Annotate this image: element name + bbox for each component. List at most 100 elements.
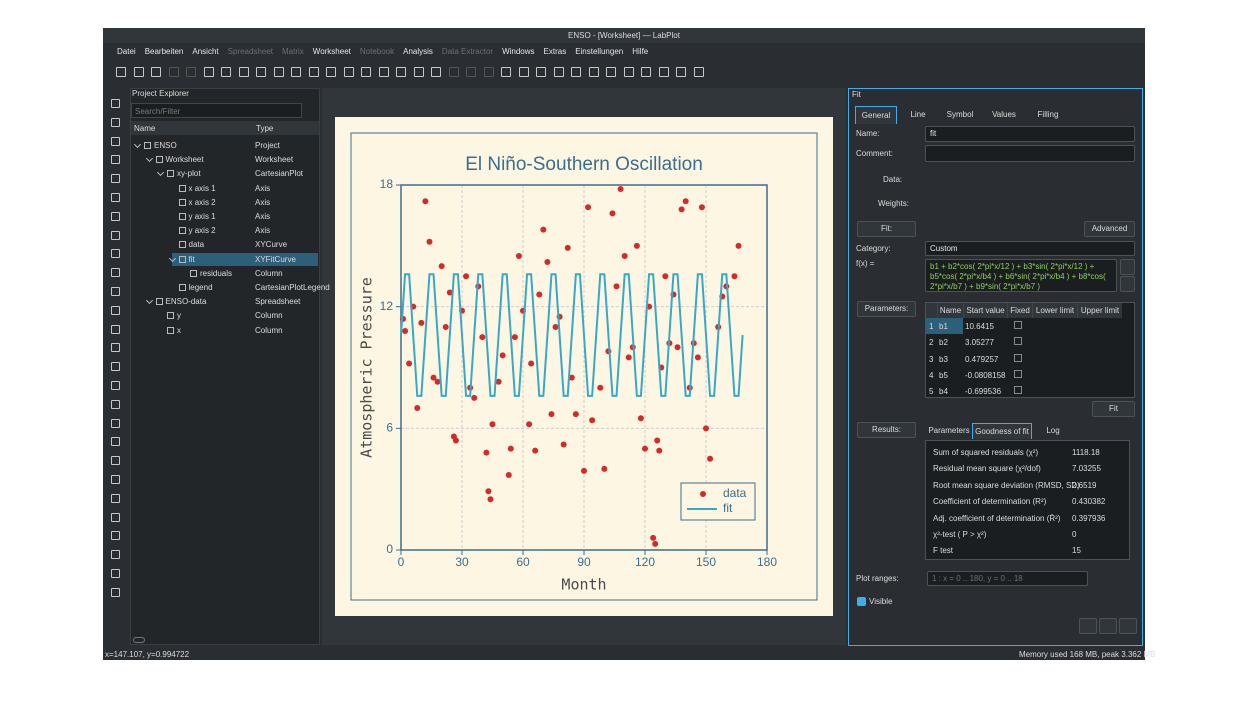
tool-icon[interactable] — [111, 268, 120, 277]
toolbar-icon[interactable] — [204, 67, 214, 77]
toolbar-icon[interactable] — [344, 67, 354, 77]
toolbar-icon[interactable] — [186, 67, 196, 77]
toolbar-icon[interactable] — [221, 67, 231, 77]
param-start[interactable]: -0.699536 — [965, 387, 1001, 396]
tool-icon[interactable] — [111, 174, 120, 183]
toolbar-icon[interactable] — [309, 67, 319, 77]
tree-item-type[interactable]: Column — [255, 269, 283, 278]
toolbar-icon[interactable] — [554, 67, 564, 77]
button[interactable]: Fit — [1092, 401, 1135, 417]
toolbar-icon[interactable] — [169, 67, 179, 77]
param-start[interactable]: 0.479257 — [965, 355, 998, 364]
tool-icon[interactable] — [111, 419, 120, 428]
tool-icon[interactable] — [111, 287, 120, 296]
tree-item-name[interactable]: ENSO-data — [166, 297, 207, 306]
param-name[interactable]: b3 — [939, 355, 948, 364]
toolbar-icon[interactable] — [256, 67, 266, 77]
tree-item-name[interactable]: ENSO — [154, 141, 177, 150]
tree-item-name[interactable]: residuals — [200, 269, 232, 278]
toolbar-icon[interactable] — [676, 67, 686, 77]
tool-icon[interactable] — [111, 306, 120, 315]
tab[interactable]: Log — [1033, 423, 1073, 439]
tool-icon[interactable] — [111, 513, 120, 522]
toolbar-icon[interactable] — [466, 67, 476, 77]
menu-item[interactable]: Bearbeiten — [145, 47, 184, 56]
tool-icon[interactable] — [111, 249, 120, 258]
toolbar-icon[interactable] — [501, 67, 511, 77]
tree-item-type[interactable]: Axis — [255, 226, 270, 235]
tree-item-name[interactable]: y axis 2 — [189, 226, 216, 235]
button[interactable]: Fit: — [857, 221, 916, 237]
tool-icon[interactable] — [111, 155, 120, 164]
toolbar-icon[interactable] — [589, 67, 599, 77]
section-label[interactable]: Weights: — [878, 199, 909, 208]
tree-item-type[interactable]: Axis — [255, 184, 270, 193]
button[interactable]: Results: — [857, 422, 916, 438]
checkbox[interactable] — [857, 597, 866, 606]
tab[interactable]: Symbol — [938, 106, 982, 124]
toolbar-icon[interactable] — [396, 67, 406, 77]
toolbar-icon[interactable] — [239, 67, 249, 77]
tree-item-name[interactable]: y — [177, 311, 181, 320]
tool-icon[interactable] — [111, 550, 120, 559]
tree-item-name[interactable]: x — [177, 326, 181, 335]
tree-item-name[interactable]: legend — [189, 283, 213, 292]
tree-item-type[interactable]: Spreadsheet — [255, 297, 300, 306]
toolbar-icon[interactable] — [151, 67, 161, 77]
toolbar-icon[interactable] — [536, 67, 546, 77]
tool-icon[interactable] — [111, 531, 120, 540]
tree-item-name[interactable]: Worksheet — [166, 155, 204, 164]
button[interactable] — [1099, 618, 1117, 634]
tool-icon[interactable] — [111, 212, 120, 221]
toolbar-icon[interactable] — [414, 67, 424, 77]
toolbar-icon[interactable] — [519, 67, 529, 77]
toolbar-icon[interactable] — [361, 67, 371, 77]
input[interactable] — [925, 145, 1135, 162]
toolbar-icon[interactable] — [694, 67, 704, 77]
tool-icon[interactable] — [111, 99, 120, 108]
tool-icon[interactable] — [111, 325, 120, 334]
tree-item-type[interactable]: XYCurve — [255, 240, 287, 249]
toolbar-icon[interactable] — [291, 67, 301, 77]
tree-item-name[interactable]: fit — [189, 255, 195, 264]
tree-item-type[interactable]: CartesianPlot — [255, 169, 303, 178]
tree-item-type[interactable]: Axis — [255, 198, 270, 207]
button[interactable] — [1120, 276, 1135, 292]
tree-item-type[interactable]: Column — [255, 311, 283, 320]
param-start[interactable]: 10.6415 — [965, 322, 994, 331]
param-name[interactable]: b4 — [939, 387, 948, 396]
checkbox[interactable] — [1014, 386, 1022, 394]
checkbox[interactable] — [1014, 354, 1022, 362]
formula-editor[interactable]: b1 + b2*cos( 2*pi*x/12 ) + b3*sin( 2*pi*… — [925, 259, 1117, 292]
toolbar-icon[interactable] — [449, 67, 459, 77]
param-name[interactable]: b1 — [939, 322, 948, 331]
toolbar-icon[interactable] — [624, 67, 634, 77]
toolbar-icon[interactable] — [379, 67, 389, 77]
menu-item[interactable]: Datei — [117, 47, 136, 56]
checkbox[interactable] — [1014, 370, 1022, 378]
button[interactable] — [1120, 259, 1135, 275]
button[interactable]: Parameters: — [857, 301, 916, 317]
button[interactable]: Advanced — [1084, 221, 1135, 237]
menu-item[interactable]: Extras — [544, 47, 567, 56]
menu-item[interactable]: Analysis — [403, 47, 433, 56]
tab[interactable]: Parameters — [927, 423, 971, 439]
toolbar-icon[interactable] — [641, 67, 651, 77]
tree-item-name[interactable]: xy-plot — [177, 169, 201, 178]
toolbar-icon[interactable] — [484, 67, 494, 77]
tree-item-type[interactable]: Axis — [255, 212, 270, 221]
tool-icon[interactable] — [111, 381, 120, 390]
tool-icon[interactable] — [111, 362, 120, 371]
tree-item-type[interactable]: Project — [255, 141, 280, 150]
tool-icon[interactable] — [111, 231, 120, 240]
tool-icon[interactable] — [111, 494, 120, 503]
tool-icon[interactable] — [111, 118, 120, 127]
param-start[interactable]: 3.05277 — [965, 338, 994, 347]
menu-item[interactable]: Ansicht — [192, 47, 218, 56]
toolbar-icon[interactable] — [326, 67, 336, 77]
menu-item[interactable]: Matrix — [282, 47, 304, 56]
tab[interactable]: General — [855, 106, 897, 124]
tool-icon[interactable] — [111, 569, 120, 578]
tree-item-type[interactable]: XYFitCurve — [255, 255, 296, 264]
button[interactable] — [1119, 618, 1137, 634]
